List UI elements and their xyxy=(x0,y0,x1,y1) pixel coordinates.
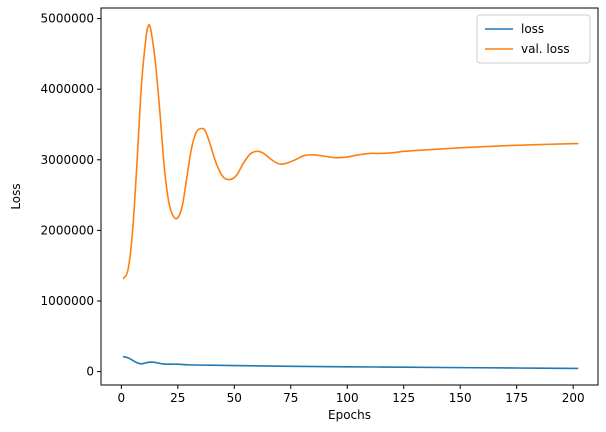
axes-frame xyxy=(100,7,599,386)
legend: loss val. loss xyxy=(476,14,591,64)
y-axis-ticks: 0 1000000 2000000 3000000 4000000 5000000 xyxy=(41,12,101,379)
legend-box xyxy=(476,14,591,64)
x-tick-label: 75 xyxy=(283,391,298,405)
x-tick-label: 200 xyxy=(562,391,585,405)
y-tick-label: 3000000 xyxy=(41,153,94,167)
y-tick-label: 5000000 xyxy=(41,12,94,26)
x-tick-label: 125 xyxy=(392,391,415,405)
x-tick-label: 50 xyxy=(227,391,242,405)
x-axis-ticks: 0 25 50 75 100 125 150 175 200 xyxy=(118,385,585,405)
series-line-val-loss xyxy=(122,23,579,280)
x-tick-label: 175 xyxy=(505,391,528,405)
x-tick-label: 150 xyxy=(449,391,472,405)
x-tick-label: 25 xyxy=(170,391,185,405)
y-tick-label: 1000000 xyxy=(41,294,94,308)
x-axis-label: Epochs xyxy=(328,408,371,422)
x-tick-label: 0 xyxy=(118,391,126,405)
y-axis-label: Loss xyxy=(9,183,23,209)
legend-entry-label: val. loss xyxy=(521,42,570,56)
legend-entry-label: loss xyxy=(521,22,544,36)
series-layer xyxy=(122,23,579,370)
y-tick-label: 4000000 xyxy=(41,82,94,96)
x-tick-label: 100 xyxy=(336,391,359,405)
y-tick-label: 2000000 xyxy=(41,223,94,237)
y-tick-label: 0 xyxy=(86,365,94,379)
series-line-loss xyxy=(122,355,579,370)
